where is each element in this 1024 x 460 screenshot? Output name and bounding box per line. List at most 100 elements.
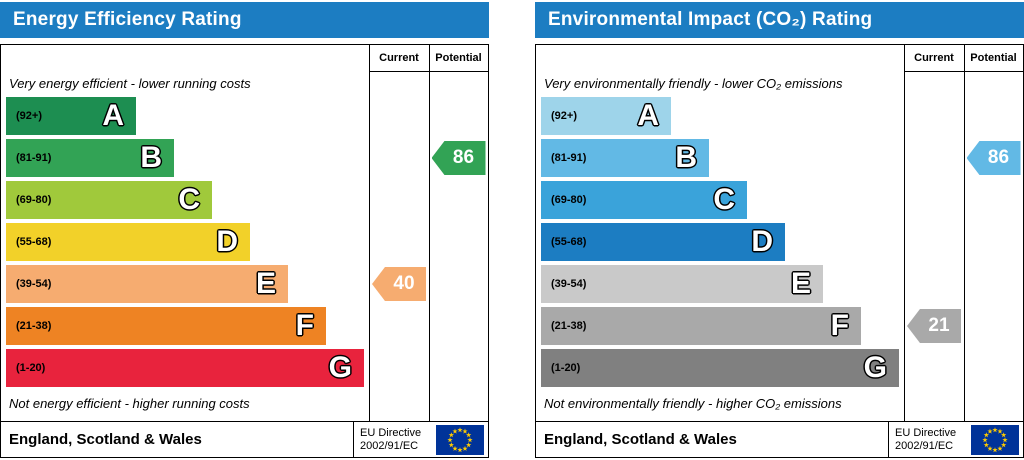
current-column-header: Current	[379, 52, 419, 64]
eu-flag-icon	[436, 424, 484, 455]
band-bar-e: (39-54) E	[6, 265, 288, 303]
eu-flag-star	[466, 431, 472, 437]
eu-flag-star	[466, 441, 472, 447]
band-letter: F	[830, 309, 849, 342]
eu-flag-star	[462, 428, 468, 434]
band-range-label: (21-38)	[551, 320, 587, 332]
band-bar-a: (92+) A	[541, 97, 671, 135]
eu-flag-star	[987, 428, 993, 434]
band-bar-d: (55-68) D	[541, 223, 785, 261]
column-header-underline	[904, 71, 1023, 72]
footer-region-label: England, Scotland & Wales	[9, 431, 202, 448]
rating-bands: (92+) A (81-91) B (69-80) C (55-68) D (39-54) E (2…	[1, 45, 488, 457]
current-column-divider	[904, 45, 905, 421]
column-header-underline	[369, 71, 488, 72]
band-bar-b: (81-91) B	[541, 139, 709, 177]
environmental-impact-co2-rating-chart: Environmental Impact (CO₂) Rating Curren…	[535, 2, 1024, 458]
band-letter: B	[140, 141, 162, 174]
footer-region-label: England, Scotland & Wales	[544, 431, 737, 448]
band-letter: C	[178, 183, 200, 216]
eu-directive-line2: 2002/91/EC	[360, 439, 419, 452]
footer-divider	[888, 422, 889, 457]
bottom-caption: Not energy efficient - higher running co…	[9, 396, 250, 411]
eu-directive-line2: 2002/91/EC	[895, 439, 954, 452]
current-rating-arrow: 40	[372, 267, 426, 301]
eu-flag-star	[448, 431, 454, 437]
eu-flag-star	[1001, 441, 1007, 447]
eu-directive-label: EU Directive 2002/91/EC	[895, 427, 956, 453]
band-range-label: (81-91)	[551, 152, 587, 164]
chart-footer: England, Scotland & Wales EU Directive 2…	[1, 421, 488, 457]
band-letter: A	[102, 99, 124, 132]
band-range-label: (92+)	[551, 110, 577, 122]
potential-rating-arrow: 86	[966, 141, 1021, 175]
eu-flag-star	[992, 426, 998, 432]
band-range-label: (1-20)	[16, 362, 46, 374]
band-bar-b: (81-91) B	[6, 139, 174, 177]
bottom-caption: Not environmentally friendly - higher CO…	[544, 396, 842, 411]
band-bar-g: (1-20) G	[541, 349, 899, 387]
chart-title: Environmental Impact (CO₂) Rating	[548, 9, 873, 30]
eu-flag-star	[462, 445, 468, 451]
eu-flag-star	[457, 446, 463, 452]
band-bar-e: (39-54) E	[541, 265, 823, 303]
chart-title-bar: Environmental Impact (CO₂) Rating	[535, 2, 1024, 38]
band-letter: G	[863, 351, 887, 384]
eu-flag-star	[983, 441, 989, 447]
band-bar-f: (21-38) F	[6, 307, 326, 345]
band-letter: G	[328, 351, 352, 384]
band-letter: E	[255, 267, 276, 300]
eu-flag-star	[987, 445, 993, 451]
band-bar-g: (1-20) G	[6, 349, 364, 387]
current-rating-arrow: 21	[907, 309, 961, 343]
current-column-divider	[369, 45, 370, 421]
potential-column-header: Potential	[970, 52, 1017, 64]
rating-bands: (92+) A (81-91) B (69-80) C (55-68) D (39-54) E (2…	[536, 45, 1023, 457]
band-letter: B	[675, 141, 697, 174]
chart-body: Current Potential Very energy efficient …	[0, 44, 489, 458]
chart-body: Current Potential Very environmentally f…	[535, 44, 1024, 458]
band-letter: A	[637, 99, 659, 132]
band-range-label: (39-54)	[16, 278, 52, 290]
potential-rating-arrow: 86	[431, 141, 486, 175]
band-bar-a: (92+) A	[6, 97, 136, 135]
band-range-label: (55-68)	[16, 236, 52, 248]
band-bar-f: (21-38) F	[541, 307, 861, 345]
eu-directive-label: EU Directive 2002/91/EC	[360, 427, 421, 453]
eu-flag-star	[997, 445, 1003, 451]
footer-divider	[353, 422, 354, 457]
band-letter: C	[713, 183, 735, 216]
band-range-label: (39-54)	[551, 278, 587, 290]
band-range-label: (1-20)	[551, 362, 581, 374]
band-range-label: (81-91)	[16, 152, 52, 164]
eu-flag-star	[447, 436, 453, 442]
eu-flag-star	[982, 436, 988, 442]
potential-column-header: Potential	[435, 52, 482, 64]
chart-title: Energy Efficiency Rating	[13, 9, 242, 30]
potential-column-divider	[964, 45, 965, 421]
potential-column-divider	[429, 45, 430, 421]
band-range-label: (21-38)	[16, 320, 52, 332]
eu-flag-star	[452, 428, 458, 434]
band-range-label: (69-80)	[551, 194, 587, 206]
top-caption: Very energy efficient - lower running co…	[9, 76, 251, 91]
eu-flag-star	[467, 436, 473, 442]
current-column-header: Current	[914, 52, 954, 64]
band-bar-c: (69-80) C	[541, 181, 747, 219]
band-range-label: (92+)	[16, 110, 42, 122]
eu-flag-star	[992, 446, 998, 452]
band-letter: E	[790, 267, 811, 300]
top-caption: Very environmentally friendly - lower CO…	[544, 76, 843, 91]
band-bar-d: (55-68) D	[6, 223, 250, 261]
energy-efficiency-rating-chart: Energy Efficiency Rating Current Potenti…	[0, 2, 489, 458]
band-range-label: (69-80)	[16, 194, 52, 206]
band-bar-c: (69-80) C	[6, 181, 212, 219]
eu-flag-star	[1001, 431, 1007, 437]
eu-directive-line1: EU Directive	[360, 426, 422, 439]
eu-flag-star	[457, 426, 463, 432]
band-range-label: (55-68)	[551, 236, 587, 248]
eu-flag-icon	[971, 424, 1019, 455]
chart-footer: England, Scotland & Wales EU Directive 2…	[536, 421, 1023, 457]
eu-flag-star	[452, 445, 458, 451]
